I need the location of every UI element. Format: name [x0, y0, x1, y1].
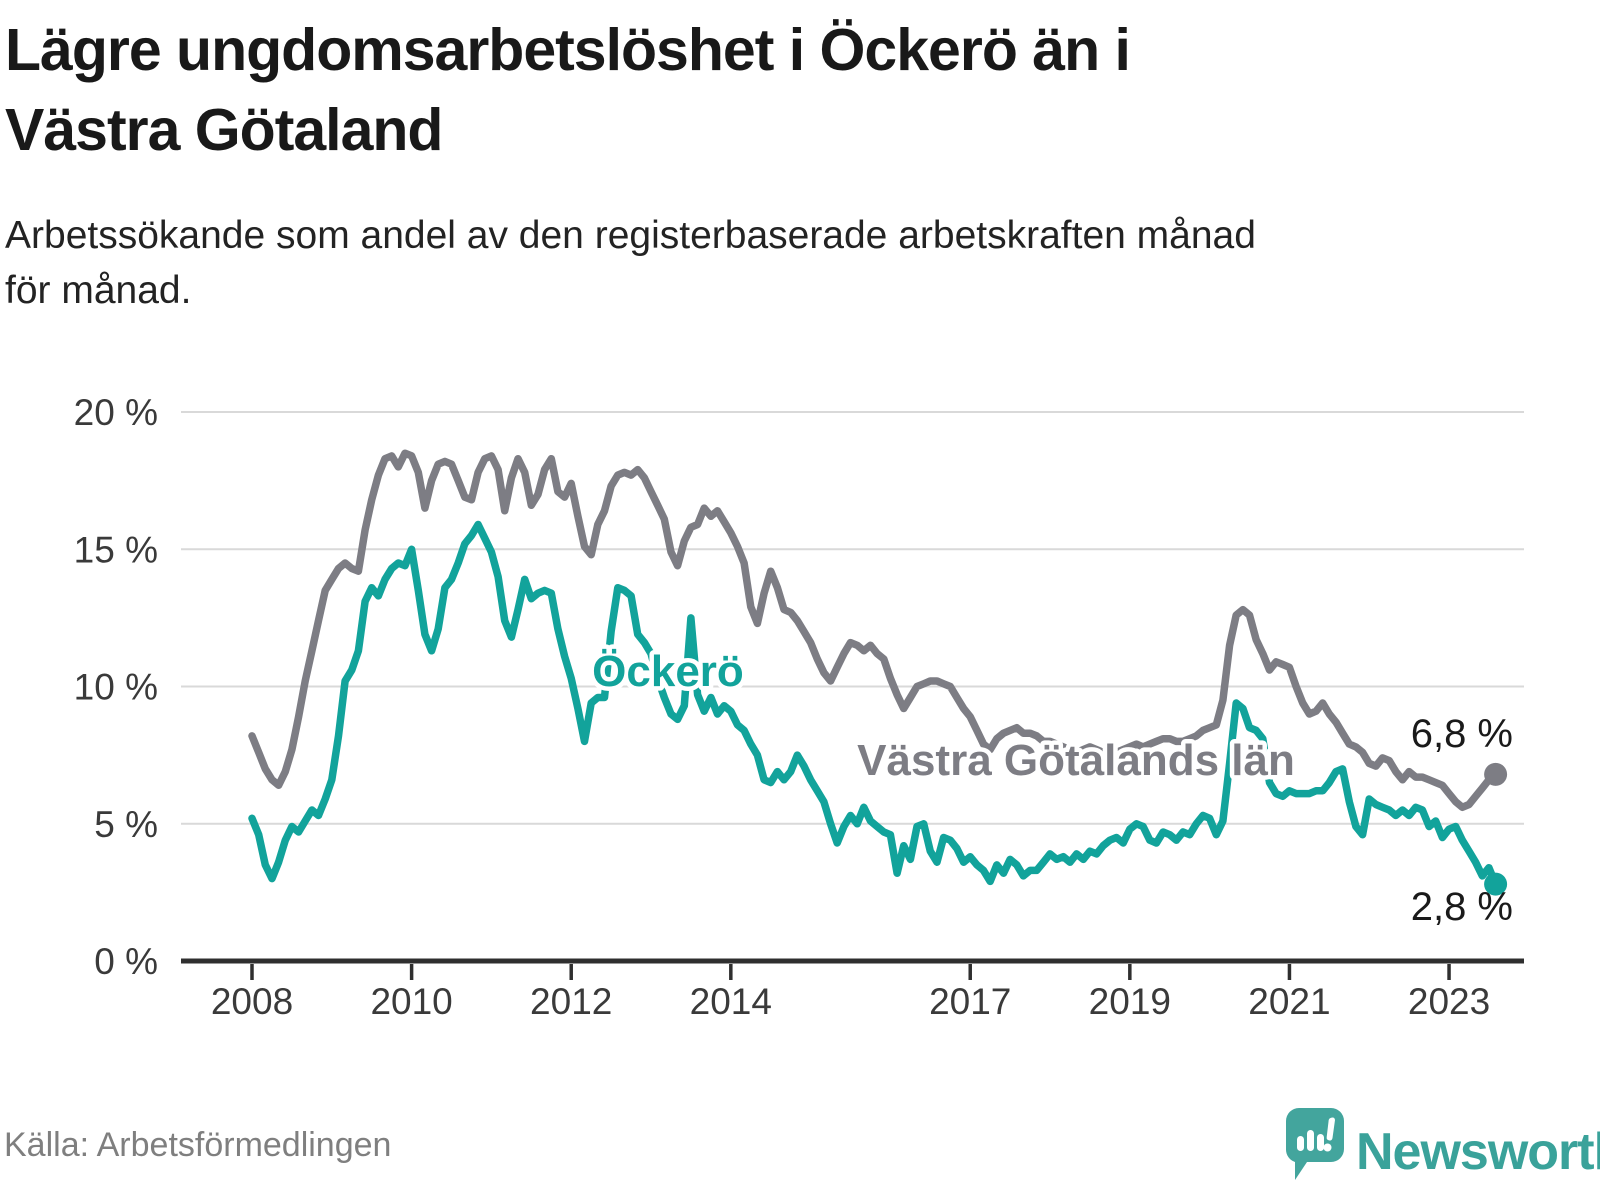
series-label-vastra-gotalands-lan: Västra Götalands län: [857, 736, 1295, 785]
x-tick-label: 2012: [530, 981, 612, 1022]
brand-logo: Newsworthy: [1286, 1108, 1600, 1186]
x-tick-label: 2017: [929, 981, 1011, 1022]
series-line-vastra-gotalands-lan: [248, 449, 1500, 812]
page-title: Lägre ungdomsarbetslöshet i Öckerö än i …: [5, 10, 1565, 170]
x-axis-labels: 2008 2010 2012 2014 2017 2019 2021 2023: [211, 981, 1490, 1022]
data-series: [248, 449, 1508, 896]
x-tick-label: 2010: [370, 981, 452, 1022]
x-tick-label: 2021: [1248, 981, 1330, 1022]
chart-subtitle-line1: Arbetssökande som andel av den registerb…: [5, 214, 1256, 257]
page-title-line1: Lägre ungdomsarbetslöshet i Öckerö än i: [5, 17, 1131, 83]
y-tick-label: 15 %: [74, 529, 158, 570]
y-tick-label: 5 %: [94, 804, 158, 845]
newsworthy-icon: [1286, 1108, 1344, 1180]
brand-name: Newsworthy: [1356, 1123, 1600, 1181]
y-tick-label: 10 %: [74, 667, 158, 708]
chart-subtitle-line2: för månad.: [5, 269, 192, 312]
series-label-ockero: Öckerö: [592, 647, 744, 696]
series-line-ockero: [248, 520, 1500, 888]
end-value-label-vastra-gotalands-lan: 6,8 %: [1411, 712, 1513, 756]
source-note: Källa: Arbetsförmedlingen: [4, 1126, 392, 1164]
end-value-label-ockero: 2,8 %: [1411, 885, 1513, 929]
y-tick-label: 20 %: [74, 392, 158, 433]
series-end-dot-vastra-gotalands-lan: [1484, 762, 1508, 786]
page-title-line2: Västra Götaland: [5, 97, 443, 163]
y-axis-labels: 20 % 15 % 10 % 5 % 0 %: [74, 392, 158, 982]
x-tick-label: 2023: [1408, 981, 1490, 1022]
x-axis: [181, 958, 1524, 980]
x-tick-label: 2019: [1089, 981, 1171, 1022]
series-end-dot-ockero: [1484, 872, 1508, 896]
x-tick-label: 2008: [211, 981, 293, 1022]
x-tick-label: 2014: [690, 981, 772, 1022]
chart-subtitle: Arbetssökande som andel av den registerb…: [5, 208, 1565, 318]
y-tick-label: 0 %: [94, 941, 158, 982]
